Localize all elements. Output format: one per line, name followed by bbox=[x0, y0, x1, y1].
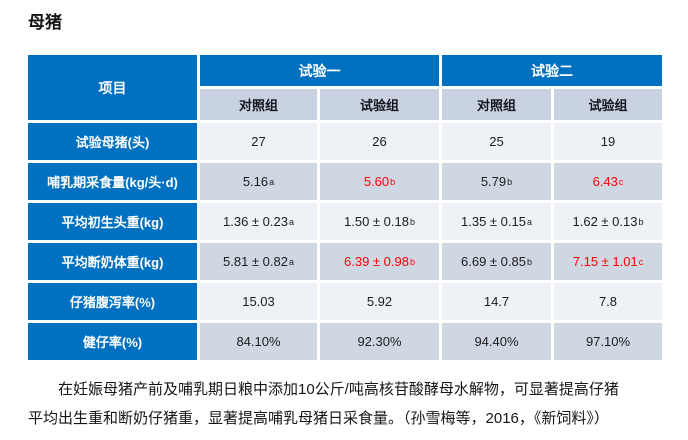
table-cell: 7.8 bbox=[554, 283, 662, 320]
table-cell: 1.62 ± 0.13 b bbox=[554, 203, 662, 240]
table-cell: 1.35 ± 0.15 a bbox=[442, 203, 551, 240]
table-cell: 1.36 ± 0.23 a bbox=[200, 203, 317, 240]
table-cell: 5.60 b bbox=[320, 163, 439, 200]
table-cell: 7.15 ± 1.01 c bbox=[554, 243, 662, 280]
summary-paragraph: 在妊娠母猪产前及哺乳期日粮中添加10公斤/吨高核苷酸酵母水解物，可显著提高仔猪 … bbox=[28, 375, 662, 433]
column-header-item: 项目 bbox=[28, 55, 197, 120]
row-label: 健仔率(%) bbox=[28, 323, 197, 360]
row-label: 仔猪腹泻率(%) bbox=[28, 283, 197, 320]
table-cell: 27 bbox=[200, 123, 317, 160]
table-cell: 5.79 b bbox=[442, 163, 551, 200]
table-cell: 15.03 bbox=[200, 283, 317, 320]
column-group-experiment-1: 试验一 bbox=[200, 55, 439, 86]
table-cell: 84.10% bbox=[200, 323, 317, 360]
table-cell: 6.43 c bbox=[554, 163, 662, 200]
subheader-control-2: 对照组 bbox=[442, 89, 551, 120]
table-cell: 26 bbox=[320, 123, 439, 160]
table-cell: 19 bbox=[554, 123, 662, 160]
results-table: 项目 试验一 试验二 对照组 试验组 对照组 试验组 试验母猪(头) 27 26 25… bbox=[28, 55, 662, 360]
table-cell: 25 bbox=[442, 123, 551, 160]
column-group-experiment-2: 试验二 bbox=[442, 55, 662, 86]
subheader-control-1: 对照组 bbox=[200, 89, 317, 120]
subheader-treatment-1: 试验组 bbox=[320, 89, 439, 120]
table-cell: 92.30% bbox=[320, 323, 439, 360]
table-cell: 5.16 a bbox=[200, 163, 317, 200]
row-label: 试验母猪(头) bbox=[28, 123, 197, 160]
page-title: 母猪 bbox=[28, 13, 62, 32]
row-label: 平均初生头重(kg) bbox=[28, 203, 197, 240]
table-cell: 1.50 ± 0.18 b bbox=[320, 203, 439, 240]
table-cell: 5.92 bbox=[320, 283, 439, 320]
summary-line-1: 在妊娠母猪产前及哺乳期日粮中添加10公斤/吨高核苷酸酵母水解物，可显著提高仔猪 bbox=[58, 381, 619, 398]
table-cell: 14.7 bbox=[442, 283, 551, 320]
table-cell: 6.39 ± 0.98 b bbox=[320, 243, 439, 280]
table-cell: 6.69 ± 0.85 b bbox=[442, 243, 551, 280]
summary-line-2: 平均出生重和断奶仔猪重，显著提高哺乳母猪日采食量。（孙雪梅等，2016，《新饲料… bbox=[28, 410, 609, 427]
subheader-treatment-2: 试验组 bbox=[554, 89, 662, 120]
table-cell: 94.40% bbox=[442, 323, 551, 360]
row-label: 哺乳期采食量(kg/头·d) bbox=[28, 163, 197, 200]
table-cell: 5.81 ± 0.82 a bbox=[200, 243, 317, 280]
row-label: 平均断奶体重(kg) bbox=[28, 243, 197, 280]
table-cell: 97.10% bbox=[554, 323, 662, 360]
